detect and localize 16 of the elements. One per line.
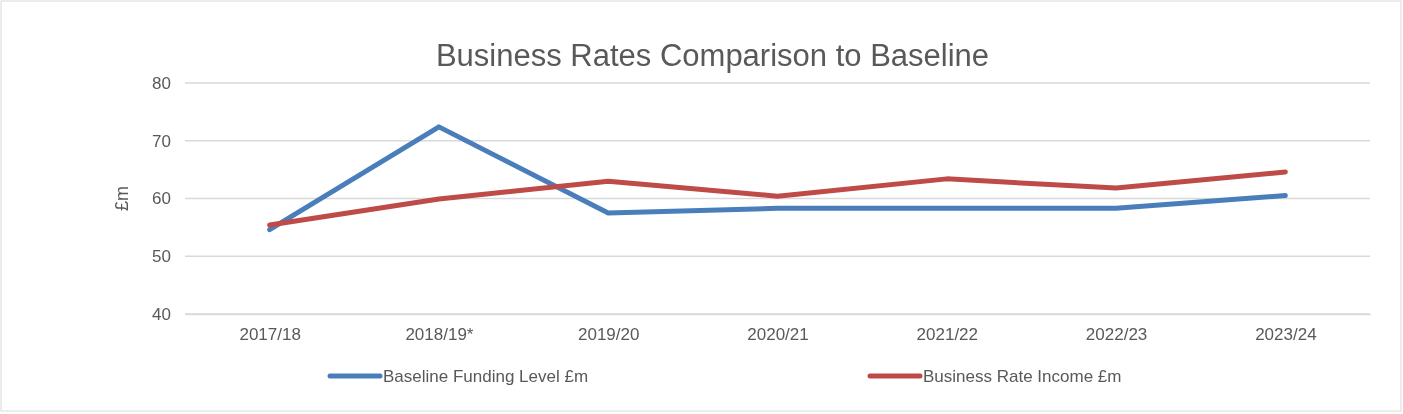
x-tick-label: 2019/20 [577, 325, 640, 345]
y-tick-label: 50 [152, 247, 171, 267]
y-tick-label: 80 [152, 73, 171, 93]
y-tick-label: 60 [152, 189, 171, 209]
legend-label: Baseline Funding Level £m [383, 367, 589, 386]
y-axis-title: £m [112, 185, 132, 212]
legend-label: Business Rate Income £m [923, 367, 1122, 386]
x-tick-label: 2018/19* [405, 325, 474, 345]
chart-title: Business Rates Comparison to Baseline [435, 38, 990, 73]
x-tick-label: 2021/22 [916, 325, 979, 345]
x-tick-label: 2022/23 [1085, 325, 1148, 345]
y-tick-label: 70 [152, 131, 171, 151]
y-tick-label: 40 [152, 304, 171, 324]
x-tick-label: 2020/21 [747, 325, 809, 345]
x-tick-label: 2017/18 [239, 325, 301, 345]
x-tick-label: 2023/24 [1255, 325, 1317, 345]
